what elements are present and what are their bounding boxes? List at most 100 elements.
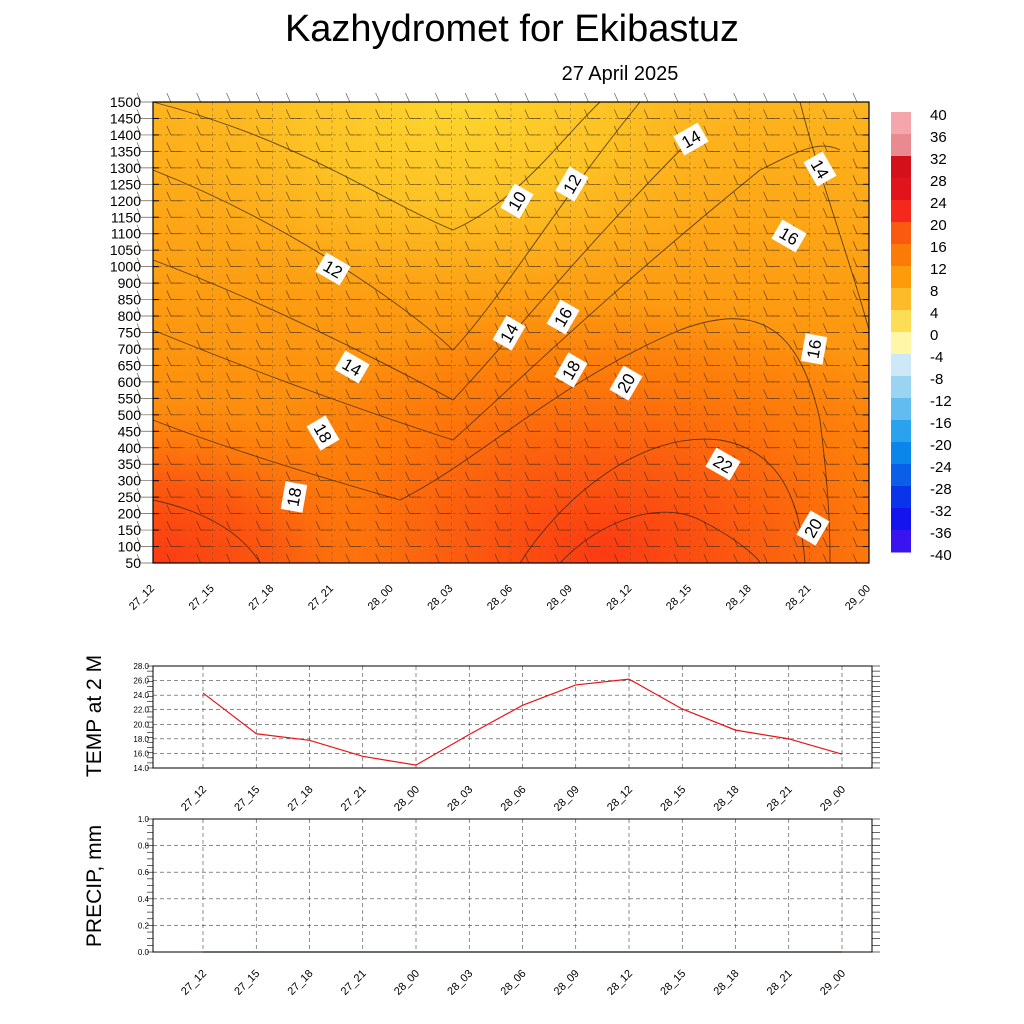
wind-barb	[524, 224, 541, 235]
wind-barb	[464, 504, 482, 514]
wind-barb	[435, 504, 452, 514]
wind-barb	[226, 257, 243, 267]
wind-barb	[464, 191, 482, 202]
wind-barb	[822, 306, 840, 317]
wind-barb	[166, 520, 183, 531]
wind-barb	[703, 158, 720, 169]
wind-barb	[763, 142, 780, 152]
wind-barb	[643, 92, 661, 103]
wind-barb	[166, 175, 183, 185]
wind-barb	[524, 306, 541, 317]
wind-barb	[852, 208, 869, 218]
y-tick-label: 150	[118, 522, 142, 538]
wind-barb	[703, 273, 720, 284]
y-tick-label: 28.0	[133, 662, 149, 671]
x-tick-label: 28_00	[392, 784, 422, 814]
wind-barb	[435, 339, 452, 350]
wind-barb	[584, 306, 601, 317]
wind-barb	[584, 273, 601, 284]
wind-barb	[703, 257, 720, 267]
wind-barb	[584, 520, 601, 531]
wind-barb	[554, 438, 571, 449]
wind-barb	[166, 323, 183, 333]
wind-barb	[196, 109, 213, 119]
y-tick-label: 400	[118, 440, 142, 456]
wind-barb	[226, 142, 243, 152]
wind-barb	[584, 405, 601, 416]
x-tick-label: 29_00	[818, 968, 848, 998]
wind-barb	[285, 356, 303, 366]
wind-barb	[166, 191, 183, 202]
wind-barb	[852, 142, 869, 152]
colorbar-label: -12	[930, 393, 952, 410]
wind-barb	[464, 290, 482, 300]
wind-barb	[524, 438, 541, 449]
contour-line	[559, 511, 761, 564]
wind-barb	[405, 405, 422, 416]
colorbar-label: 0	[930, 327, 938, 344]
x-tick-label: 28_12	[605, 784, 635, 814]
x-tick-label: 27_18	[286, 784, 316, 814]
wind-barb	[256, 175, 273, 185]
wind-barb	[196, 241, 213, 251]
wind-barb	[494, 356, 511, 366]
wind-barb	[584, 455, 601, 465]
wind-barb	[196, 306, 213, 317]
x-tick-label: 28_03	[445, 784, 475, 814]
y-tick-label: 0.6	[138, 868, 150, 877]
wind-barb	[136, 125, 153, 136]
y-tick-label: 22.0	[133, 706, 149, 715]
wind-barb	[345, 471, 362, 482]
colorbar: 4036322824201612840-4-8-12-16-20-24-28-3…	[891, 107, 952, 564]
wind-barb	[643, 241, 661, 251]
wind-barb	[405, 241, 422, 251]
wind-barb	[793, 422, 810, 432]
wind-barb	[256, 471, 273, 482]
wind-barb	[375, 405, 392, 416]
wind-barb	[166, 92, 183, 103]
wind-barb	[256, 389, 273, 399]
colorbar-swatch	[891, 420, 911, 443]
x-tick-label: 27_21	[339, 968, 369, 998]
wind-barb	[375, 241, 392, 251]
wind-barb	[614, 306, 631, 317]
wind-barb	[643, 323, 661, 333]
wind-barb	[345, 158, 362, 169]
wind-barb	[643, 142, 661, 152]
wind-barb	[852, 125, 869, 136]
wind-barb	[524, 471, 541, 482]
wind-barb	[733, 257, 750, 267]
wind-barb	[435, 208, 452, 218]
wind-barb	[584, 438, 601, 449]
wind-barb	[524, 257, 541, 267]
wind-barb	[614, 125, 631, 136]
wind-barb	[196, 142, 213, 152]
wind-barb	[643, 290, 661, 300]
x-tick-label: 28_00	[392, 968, 422, 998]
contour-line	[519, 438, 806, 564]
wind-barb	[852, 471, 869, 482]
wind-barb	[226, 504, 243, 514]
wind-barb	[405, 504, 422, 514]
wind-barb	[852, 175, 869, 185]
wind-barb	[763, 488, 780, 498]
wind-barb	[375, 455, 392, 465]
x-tick-label: 28_12	[605, 968, 635, 998]
wind-barb	[464, 389, 482, 399]
contour-label-box	[555, 166, 589, 202]
wind-barb	[285, 191, 303, 202]
wind-barb	[256, 356, 273, 366]
wind-barb	[494, 257, 511, 267]
wind-barb	[524, 290, 541, 300]
wind-barb	[405, 224, 422, 235]
wind-barb	[703, 488, 720, 498]
chart-date: 27 April 2025	[561, 63, 679, 85]
wind-barb	[256, 438, 273, 449]
wind-barb	[196, 356, 213, 366]
wind-barb	[375, 372, 392, 383]
wind-barb	[554, 422, 571, 432]
wind-barb	[733, 389, 750, 399]
wind-barb	[524, 488, 541, 498]
y-tick-label: 26.0	[133, 677, 149, 686]
